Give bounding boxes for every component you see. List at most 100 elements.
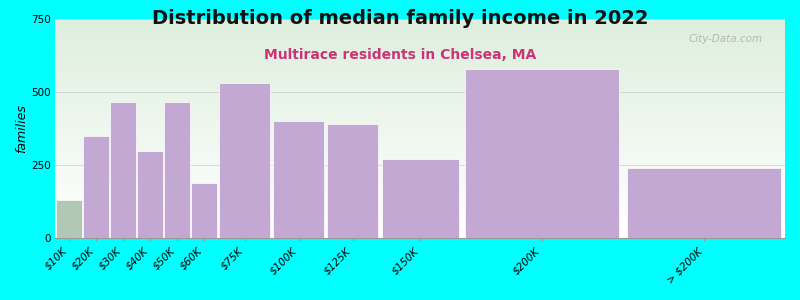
Bar <box>55 154 785 155</box>
Bar <box>55 227 785 228</box>
Bar <box>55 125 785 127</box>
Bar <box>55 199 785 200</box>
Bar <box>55 85 785 86</box>
Bar <box>55 89 785 90</box>
Bar <box>55 139 785 140</box>
Bar <box>55 226 785 227</box>
Bar <box>55 31 785 32</box>
Bar <box>55 82 785 83</box>
Bar <box>55 113 785 114</box>
Bar <box>55 119 785 120</box>
Bar <box>55 120 785 121</box>
Bar <box>55 181 785 182</box>
Bar <box>55 234 785 235</box>
Bar <box>55 134 785 135</box>
Bar <box>55 72 785 73</box>
Bar <box>55 102 785 104</box>
Bar <box>55 26 785 27</box>
Bar <box>55 20 785 21</box>
Bar <box>55 155 785 156</box>
Bar <box>55 94 785 95</box>
Bar <box>55 202 785 203</box>
Bar <box>55 99 785 100</box>
Bar <box>273 121 324 238</box>
Bar <box>55 42 785 43</box>
Bar <box>55 95 785 96</box>
Bar <box>55 214 785 215</box>
Bar <box>55 45 785 46</box>
Y-axis label: families: families <box>15 104 28 153</box>
Bar <box>55 108 785 109</box>
Bar <box>55 182 785 184</box>
Bar <box>55 127 785 128</box>
Bar <box>55 63 785 64</box>
Bar <box>55 208 785 209</box>
Bar <box>55 50 785 51</box>
Bar <box>382 159 458 238</box>
Bar <box>55 144 785 145</box>
Bar <box>55 112 785 113</box>
Bar <box>55 123 785 124</box>
Bar <box>55 90 785 92</box>
Bar <box>55 219 785 220</box>
Bar <box>55 231 785 232</box>
Bar <box>110 102 136 238</box>
Bar <box>55 82 785 84</box>
Bar <box>55 25 785 26</box>
Bar <box>55 151 785 152</box>
Bar <box>55 66 785 67</box>
Bar <box>55 64 785 65</box>
Bar <box>55 137 785 139</box>
Bar <box>55 28 785 29</box>
Text: Distribution of median family income in 2022: Distribution of median family income in … <box>152 9 648 28</box>
Bar <box>55 110 785 111</box>
Bar <box>55 29 785 30</box>
Bar <box>55 158 785 159</box>
Bar <box>55 190 785 191</box>
Bar <box>55 68 785 69</box>
Bar <box>55 186 785 187</box>
Bar <box>55 54 785 55</box>
Bar <box>55 57 785 59</box>
Bar <box>55 43 785 44</box>
Bar <box>55 46 785 47</box>
Bar <box>55 101 785 102</box>
Bar <box>55 76 785 77</box>
Bar <box>627 168 781 238</box>
Bar <box>55 230 785 231</box>
Bar <box>55 140 785 141</box>
Bar <box>55 51 785 52</box>
Bar <box>55 32 785 33</box>
Bar <box>55 225 785 226</box>
Bar <box>55 109 785 110</box>
Bar <box>55 192 785 193</box>
Bar <box>55 22 785 23</box>
Bar <box>55 35 785 37</box>
Bar <box>55 33 785 34</box>
Bar <box>55 153 785 154</box>
Bar <box>164 102 190 238</box>
Bar <box>55 97 785 98</box>
Bar <box>55 131 785 132</box>
Bar <box>55 206 785 208</box>
Bar <box>55 163 785 164</box>
Bar <box>55 198 785 199</box>
Bar <box>55 149 785 151</box>
Bar <box>191 183 217 238</box>
Bar <box>55 189 785 190</box>
Bar <box>55 103 785 104</box>
Text: Multirace residents in Chelsea, MA: Multirace residents in Chelsea, MA <box>264 48 536 62</box>
Bar <box>55 171 785 172</box>
Bar <box>55 116 785 117</box>
Bar <box>55 44 785 45</box>
Bar <box>55 53 785 54</box>
Bar <box>55 179 785 180</box>
Bar <box>55 121 785 122</box>
Bar <box>55 174 785 175</box>
Bar <box>55 142 785 143</box>
Bar <box>55 224 785 225</box>
Bar <box>55 130 785 131</box>
Bar <box>55 209 785 210</box>
Bar <box>55 106 785 107</box>
Bar <box>55 165 785 166</box>
